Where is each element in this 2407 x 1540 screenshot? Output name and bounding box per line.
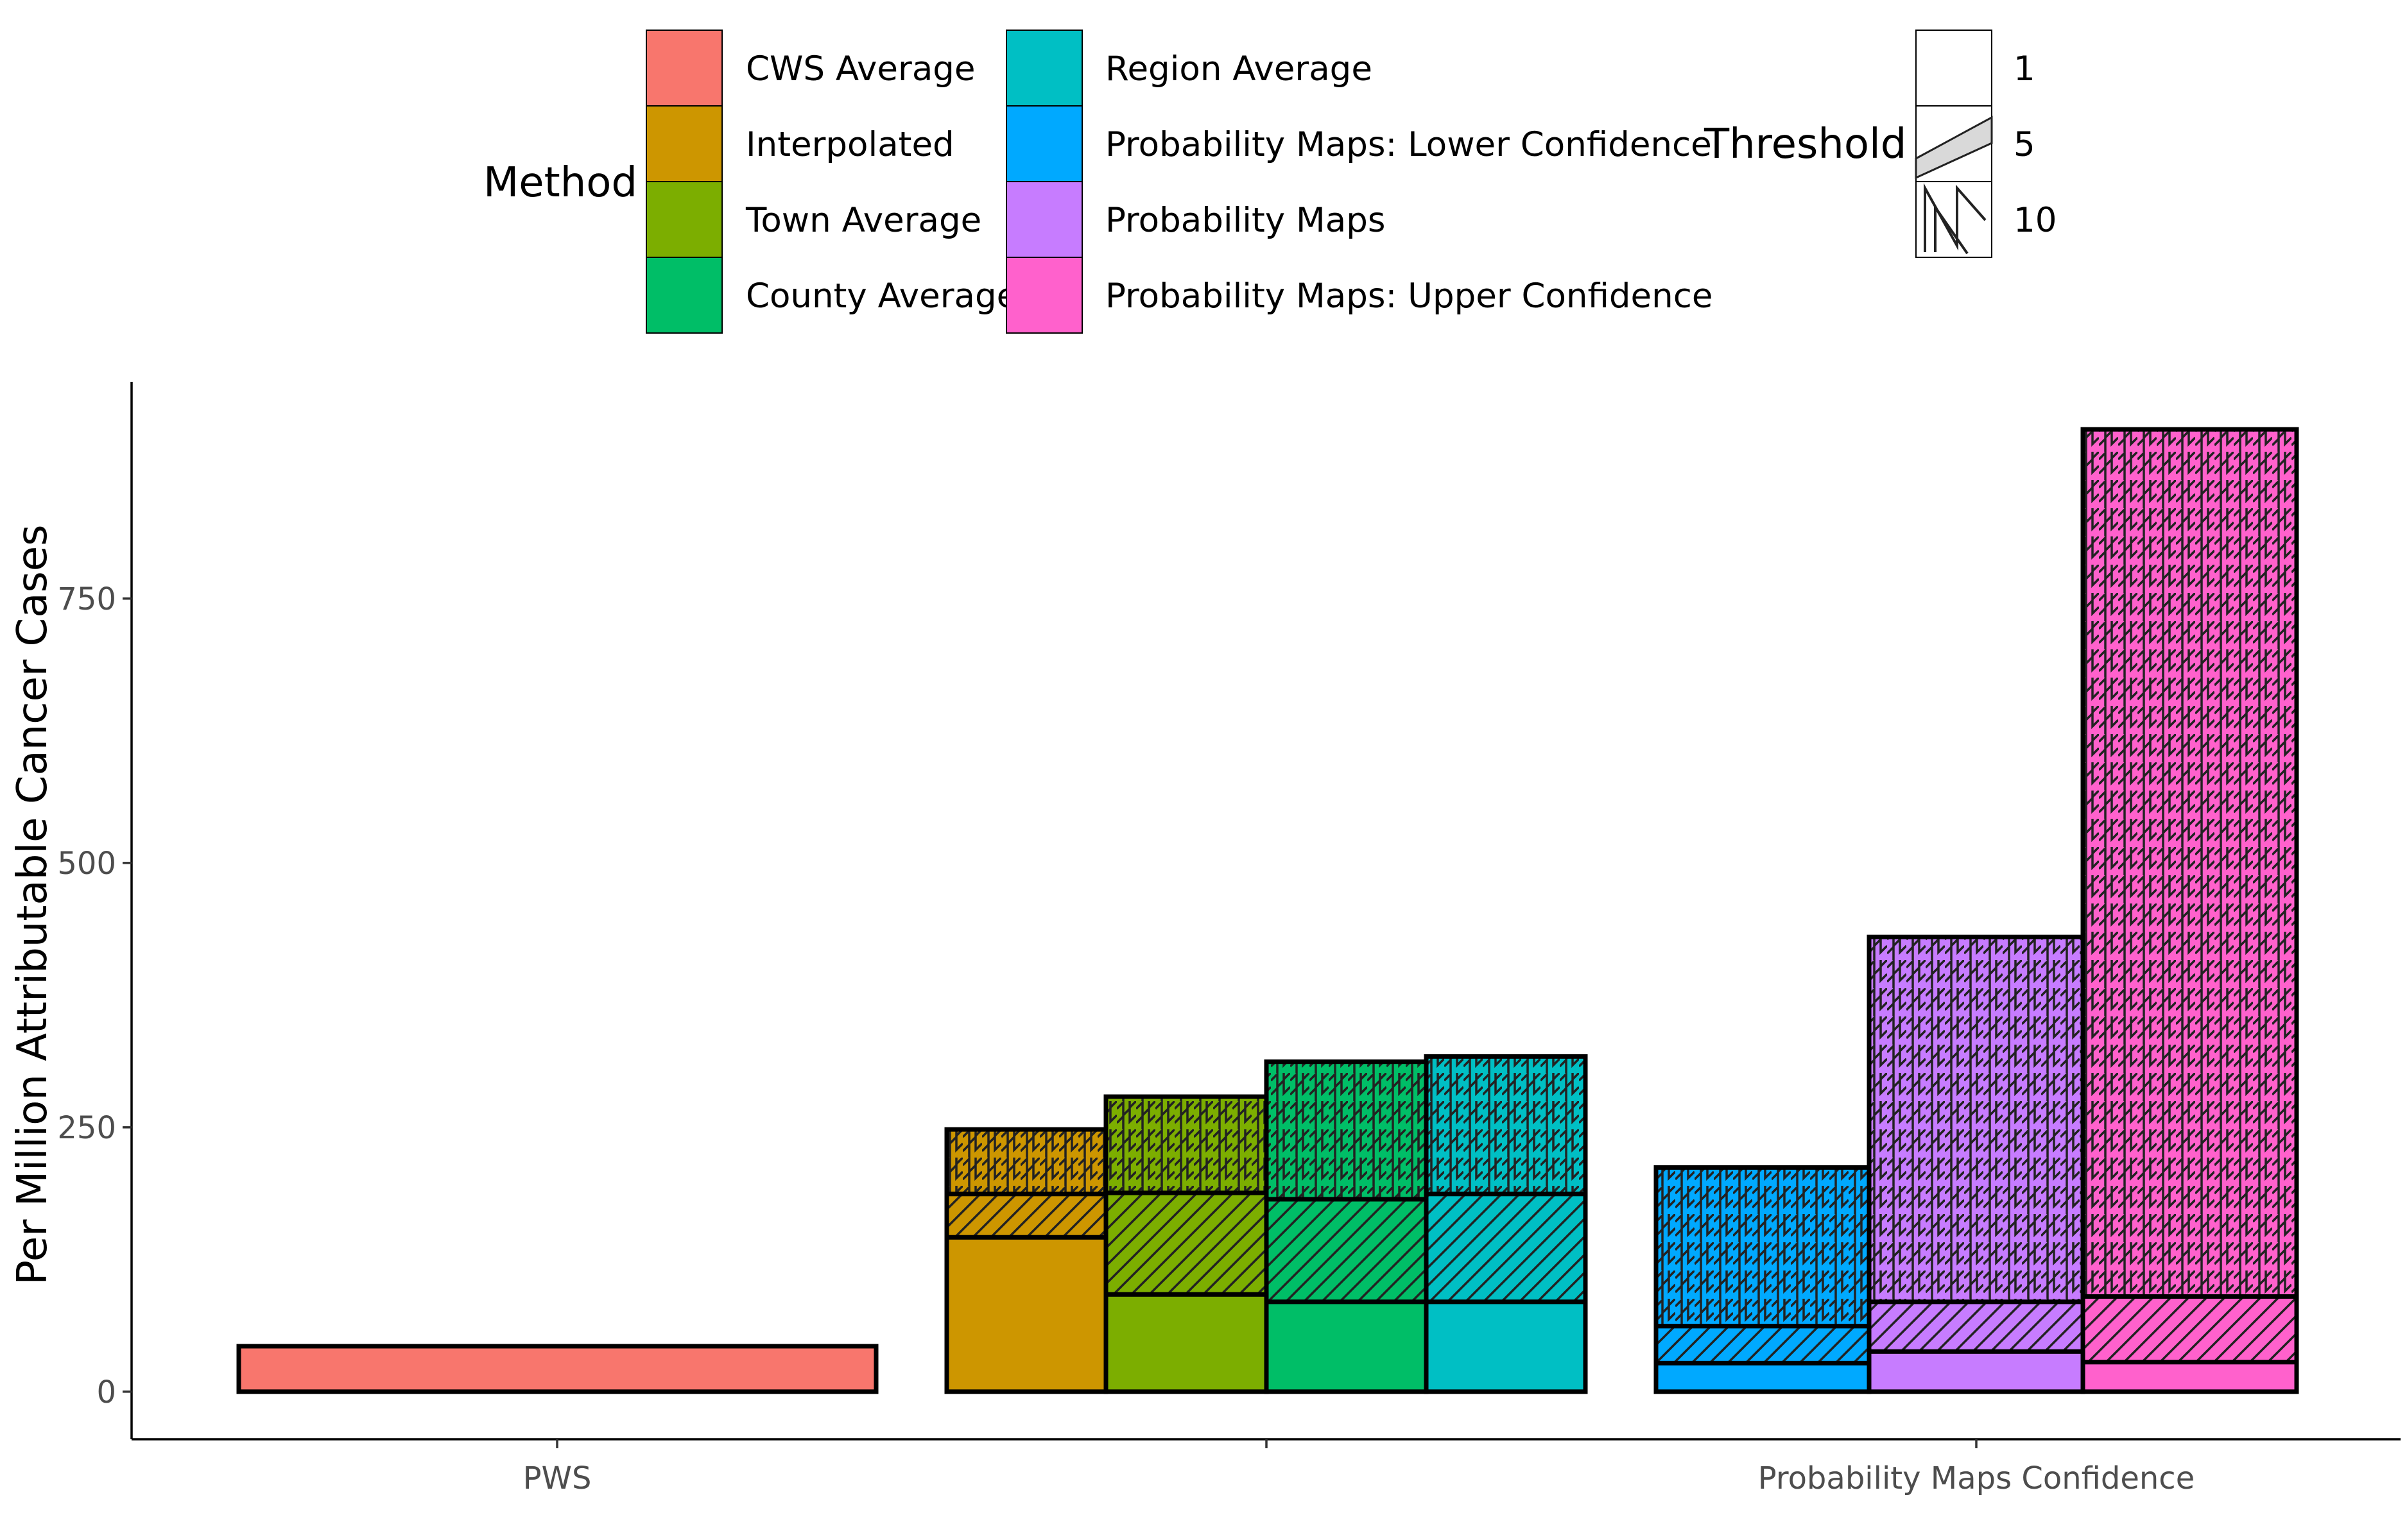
bar-pattern-town-average-threshold-10 <box>1106 1097 1266 1194</box>
legend-key-probability-maps <box>1006 181 1083 258</box>
legend-key-probability-maps-upper-confidence <box>1006 257 1083 334</box>
legend-threshold-pattern-b-10 <box>1934 203 1969 255</box>
axes-layer: 0 250 500 750 PWS Probability Maps Confidence <box>57 382 2401 1496</box>
legend-label-interpolated: Interpolated <box>746 125 954 164</box>
legend-key-cws-average <box>646 30 723 107</box>
y-tick-label-750: 750 <box>57 581 116 617</box>
legend-label-town-average: Town Average <box>745 201 981 240</box>
y-axis-title: Per Million Attributable Cancer Cases <box>9 525 56 1285</box>
bar-pattern-interpolated-threshold-10 <box>947 1129 1106 1194</box>
bar-outline-region-average-threshold-10 <box>1424 1054 1588 1197</box>
bar-pattern-interpolated-threshold-5 <box>947 1194 1106 1238</box>
x-tick-label-0: PWS <box>523 1460 592 1496</box>
bar-town-average-threshold-1 <box>1106 1294 1266 1392</box>
legend-label-county-average: County Average <box>746 277 1017 316</box>
bar-outline-cws-average-threshold-1 <box>236 1344 879 1394</box>
legend-key-interpolated <box>646 105 723 182</box>
bar-county-average-threshold-1 <box>1266 1301 1426 1392</box>
x-tick-label-2: Probability Maps Confidence <box>1758 1460 2195 1496</box>
bar-region-average-threshold-1 <box>1426 1301 1585 1392</box>
legend-threshold-label-10: 10 <box>2014 201 2057 240</box>
bar-pattern-probability-maps-threshold-5 <box>1869 1301 2083 1352</box>
bar-pattern-region-average-threshold-5 <box>1426 1194 1585 1302</box>
legend-key-county-average <box>646 257 723 334</box>
bar-outline-probability-maps-upper-confidence-threshold-10 <box>2080 427 2299 1299</box>
legend-threshold-key-1 <box>1915 30 1992 107</box>
legend-method-title: Method <box>483 159 637 207</box>
bar-pattern-probability-maps-upper-confidence-threshold-5 <box>2083 1296 2297 1362</box>
legend-threshold-pattern-5 <box>1915 116 1993 180</box>
legend-threshold-pattern-10 <box>1924 183 1987 252</box>
bar-probability-maps-lower-confidence-threshold-1 <box>1656 1363 1869 1392</box>
bar-probability-maps-threshold-1 <box>1869 1351 2083 1392</box>
legend-key-probability-maps-lower-confidence <box>1006 105 1083 182</box>
bars-layer <box>236 427 2299 1394</box>
bar-pattern-county-average-threshold-10 <box>1266 1061 1426 1199</box>
bar-pattern-probability-maps-lower-confidence-threshold-5 <box>1656 1326 1869 1364</box>
bar-cws-average-threshold-1 <box>239 1346 876 1392</box>
bar-pattern-region-average-threshold-10 <box>1426 1056 1585 1194</box>
bar-pattern-probability-maps-upper-confidence-threshold-10 <box>2083 429 2297 1297</box>
bar-pattern-probability-maps-threshold-10 <box>1869 937 2083 1302</box>
legend-label-region-average: Region Average <box>1105 49 1372 89</box>
legend-threshold-label-5: 5 <box>2014 125 2035 164</box>
y-tick-label-500: 500 <box>57 846 116 882</box>
legend-key-town-average <box>646 181 723 258</box>
legend-threshold-label-1: 1 <box>2014 49 2035 89</box>
bar-pattern-county-average-threshold-5 <box>1266 1199 1426 1302</box>
legend-label-cws-average: CWS Average <box>746 49 976 89</box>
bar-pattern-town-average-threshold-5 <box>1106 1193 1266 1295</box>
legend-label-probability-maps-upper-confidence: Probability Maps: Upper Confidence <box>1105 277 1713 316</box>
bar-interpolated-threshold-1 <box>947 1237 1106 1392</box>
legend-key-region-average <box>1006 30 1083 107</box>
legend-label-probability-maps-lower-confidence: Probability Maps: Lower Confidence <box>1105 125 1712 164</box>
legend-threshold-title: Threshold <box>1704 121 1906 168</box>
bar-probability-maps-upper-confidence-threshold-1 <box>2083 1362 2297 1392</box>
legend: Method Threshold CWS Average Interpolated… <box>483 30 2057 334</box>
y-tick-label-0: 0 <box>96 1374 116 1410</box>
bar-pattern-probability-maps-lower-confidence-threshold-10 <box>1656 1167 1869 1326</box>
y-tick-label-250: 250 <box>57 1110 116 1146</box>
legend-label-probability-maps: Probability Maps <box>1105 201 1385 240</box>
